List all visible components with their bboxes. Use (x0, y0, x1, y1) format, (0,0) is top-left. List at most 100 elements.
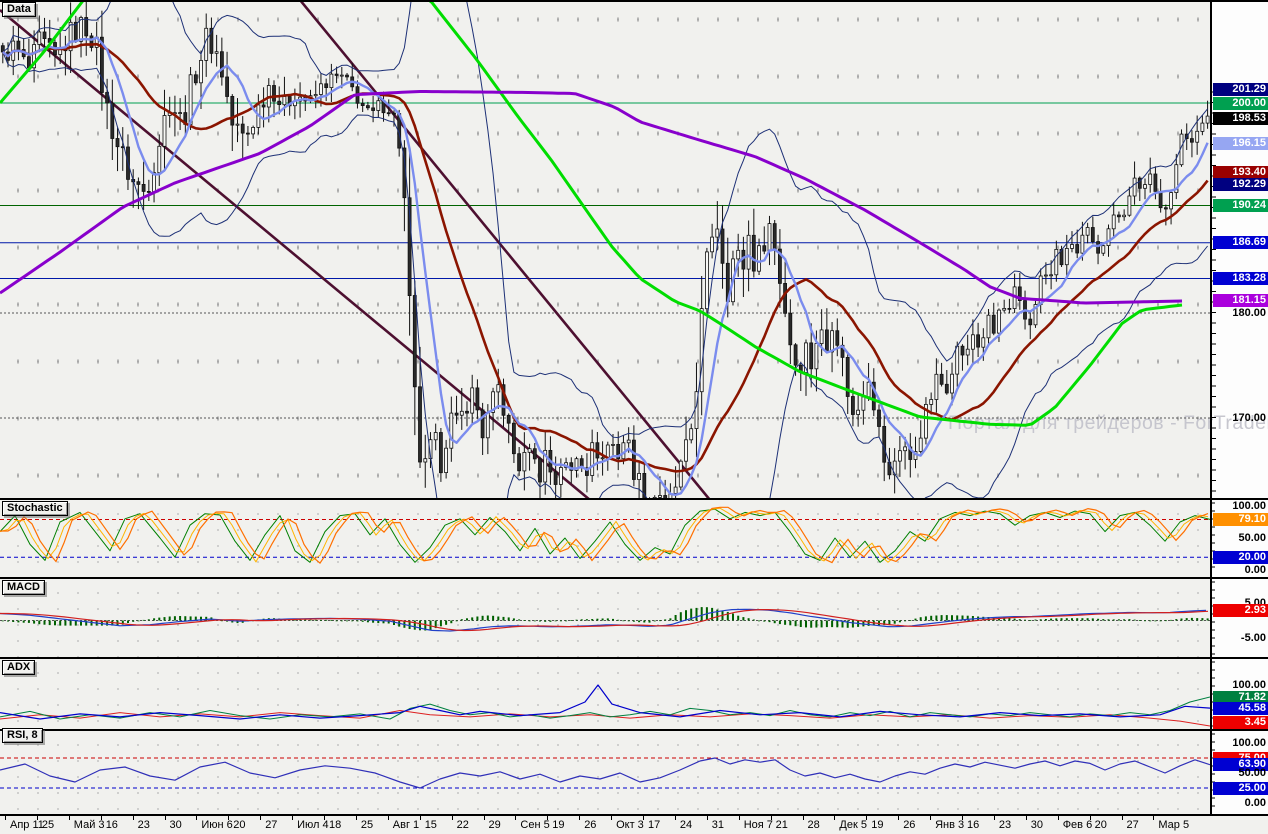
price-badge: 200.00 (1213, 96, 1268, 110)
indicator-label: -5.00 (1240, 631, 1266, 644)
time-tick (1057, 814, 1059, 820)
stoch-line-orange (0, 506, 1209, 564)
time-tick (228, 814, 230, 820)
time-label: 25 (41, 819, 55, 831)
time-tick (898, 814, 900, 820)
time-label: Сен 5 (520, 819, 550, 831)
macd-signal (0, 609, 1209, 632)
price-badge: 183.28 (1213, 272, 1268, 286)
price-label: 170.00 (1232, 411, 1266, 424)
time-label: 21 (775, 819, 788, 831)
time-label: Июн 6 (201, 819, 233, 831)
price-axis[interactable] (1212, 0, 1268, 814)
stochastic-panel[interactable] (0, 500, 1210, 577)
time-label: 25 (360, 819, 374, 831)
time-tick (36, 814, 38, 820)
time-tick (930, 814, 932, 820)
indicator-label: 0.00 (1244, 563, 1266, 576)
indicator-badge: 20.00 (1213, 550, 1268, 564)
main-chart-layer (0, 0, 1210, 500)
time-label: Янв 3 (935, 819, 965, 831)
time-tick (324, 814, 325, 820)
macd-histogram (1, 607, 1209, 631)
time-label: Фев 6 (1062, 819, 1093, 831)
stoch-line-green (0, 508, 1210, 563)
time-label: Июл 4 (297, 819, 329, 831)
time-tick (993, 814, 995, 820)
time-label: Дек 5 (839, 819, 867, 831)
ma-purple (0, 90, 1183, 305)
time-label: 18 (329, 819, 342, 831)
indicator-label: 100.00 (1232, 678, 1266, 691)
indicator-label: 50.00 (1238, 531, 1266, 544)
price-badge: 193.40 (1213, 165, 1268, 179)
time-tick (100, 814, 102, 820)
time-label: 27 (1126, 819, 1139, 831)
time-label: Авг 1 (392, 819, 420, 831)
macd-label: MACD (2, 580, 45, 595)
panel-separator[interactable] (0, 729, 1268, 731)
macd-line (0, 608, 1207, 632)
panel-separator[interactable] (0, 657, 1268, 659)
time-tick (1089, 814, 1091, 820)
time-tick (292, 814, 294, 820)
rsi-label: RSI, 8 (2, 728, 43, 743)
panel-separator[interactable] (0, 814, 1268, 816)
time-label: Май 3 (73, 819, 105, 831)
time-label: 24 (679, 819, 693, 831)
sma-slow-darkred (1, 42, 1209, 473)
time-tick (706, 814, 708, 820)
time-label: 26 (584, 819, 597, 831)
panel-separator[interactable] (0, 577, 1268, 579)
time-label: Апр 11 (10, 819, 44, 831)
time-tick (834, 814, 836, 820)
time-label: Мар 5 (1158, 819, 1190, 831)
indicator-label: 0.00 (1244, 796, 1266, 809)
time-tick (579, 814, 581, 820)
time-label: 27 (265, 819, 278, 831)
main-panel-label: Data (2, 2, 36, 17)
panel-separator[interactable] (0, 498, 1268, 500)
indicator-badge: 79.10 (1213, 512, 1268, 526)
indicator-badge: 25.00 (1213, 781, 1268, 795)
time-label: 16 (967, 819, 980, 831)
time-tick (451, 814, 453, 820)
price-badge: 192.29 (1213, 177, 1268, 191)
adx-plus-di (0, 696, 1210, 720)
time-tick (1121, 814, 1123, 820)
time-axis[interactable]: Апр 11 25 Май 3 16 23 30 Июн 6 20 27 Июл 4 18 25 Авг… (0, 814, 1268, 834)
time-tick (5, 814, 6, 820)
indicator-badge: 2.93 (1213, 603, 1268, 617)
price-axis-border (1210, 0, 1212, 814)
price-badge: 196.15 (1213, 136, 1268, 150)
time-label: 17 (648, 819, 661, 831)
macd-layer (0, 607, 1210, 632)
time-tick (483, 814, 485, 820)
time-tick (1153, 814, 1155, 820)
time-tick (962, 814, 963, 820)
rsi-panel[interactable] (0, 731, 1210, 811)
time-tick (196, 814, 198, 820)
price-badge: 181.15 (1213, 294, 1268, 308)
adx-layer (0, 684, 1210, 727)
time-label: 19 (552, 819, 565, 831)
main-chart-panel[interactable] (0, 2, 1210, 498)
trendline[interactable] (0, 8, 590, 500)
sma-fast-cornflower (2, 36, 1209, 496)
time-tick (419, 814, 421, 820)
indicator-badge: 3.45 (1213, 716, 1268, 729)
candle-wicks (2, 2, 1209, 498)
indicator-label: 50.00 (1238, 766, 1266, 779)
time-tick (738, 814, 740, 820)
time-label: 22 (456, 819, 469, 831)
trendline[interactable] (299, 0, 711, 500)
time-label: 29 (488, 819, 501, 831)
time-tick (643, 814, 644, 820)
time-tick (1025, 814, 1027, 820)
rsi-layer (0, 757, 1210, 789)
time-label: 31 (711, 819, 725, 831)
time-label: 16 (105, 819, 118, 831)
price-badge: 201.29 (1213, 83, 1268, 96)
